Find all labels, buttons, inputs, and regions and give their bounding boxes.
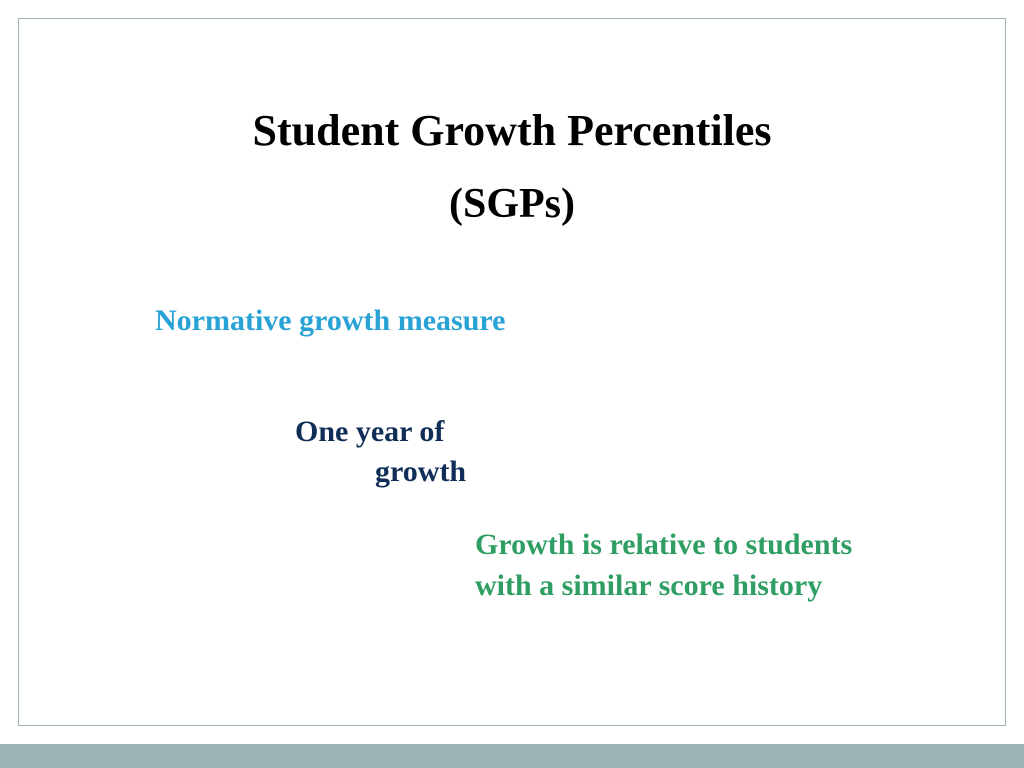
slide-title-line1: Student Growth Percentiles — [0, 105, 1024, 156]
text-one-year-line1: One year of — [295, 415, 444, 449]
slide-title-line2: (SGPs) — [0, 180, 1024, 228]
bottom-accent-bar — [0, 744, 1024, 768]
text-growth-relative: Growth is relative to students with a si… — [475, 525, 895, 606]
text-one-year-line2: growth — [375, 455, 466, 489]
text-normative-growth: Normative growth measure — [155, 302, 505, 340]
